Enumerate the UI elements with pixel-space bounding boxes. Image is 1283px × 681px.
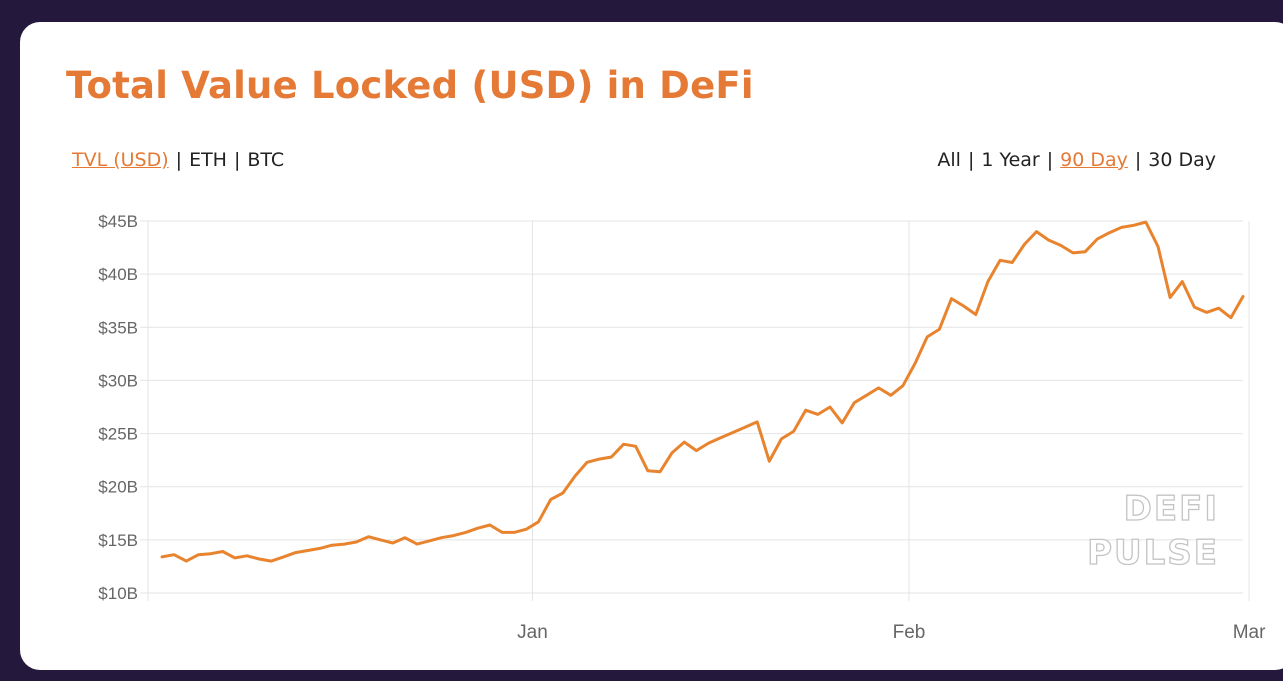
y-tick-label: $25B — [98, 425, 138, 444]
y-tick-label: $40B — [98, 265, 138, 284]
tab-range-90-day[interactable]: 90 Day — [1060, 149, 1128, 171]
x-tick-label: Jan — [517, 622, 548, 643]
series-line — [160, 220, 1245, 563]
tab-eth[interactable]: ETH — [189, 149, 227, 171]
x-tick-label: Feb — [893, 622, 926, 643]
tab-range-1-year[interactable]: 1 Year — [981, 149, 1040, 171]
y-tick-label: $15B — [98, 531, 138, 550]
page-title: Total Value Locked (USD) in DeFi — [66, 64, 754, 107]
tab-btc[interactable]: BTC — [247, 149, 285, 171]
tab-range-all[interactable]: All — [937, 149, 961, 171]
y-tick-label: $20B — [98, 478, 138, 497]
tab-separator: | — [175, 149, 183, 171]
y-tick-label: $30B — [98, 371, 138, 390]
tab-separator: | — [1134, 149, 1142, 171]
y-axis: $10B $15B $20B $25B $30B $35B $40B $45B — [98, 212, 138, 603]
tab-separator: | — [233, 149, 241, 171]
watermark-pulse: PULSE — [1087, 533, 1219, 573]
range-tabs: All | 1 Year | 90 Day | 30 Day — [937, 149, 1216, 171]
tab-range-30-day[interactable]: 30 Day — [1148, 149, 1216, 171]
watermark-defi: DEFI — [1124, 489, 1219, 529]
chart-card — [20, 22, 1283, 670]
y-tick-label: $10B — [98, 584, 138, 603]
y-tick-label: $45B — [98, 212, 138, 231]
metric-tabs: TVL (USD) | ETH | BTC — [72, 149, 284, 171]
tab-tvl-usd[interactable]: TVL (USD) — [72, 149, 169, 171]
tab-separator: | — [1046, 149, 1054, 171]
y-tick-label: $35B — [98, 318, 138, 337]
chart-grid — [140, 220, 1250, 601]
x-tick-label: Mar — [1233, 622, 1266, 643]
x-axis: Jan Feb Mar — [517, 622, 1266, 643]
tab-separator: | — [967, 149, 975, 171]
chart-series — [160, 220, 1245, 563]
